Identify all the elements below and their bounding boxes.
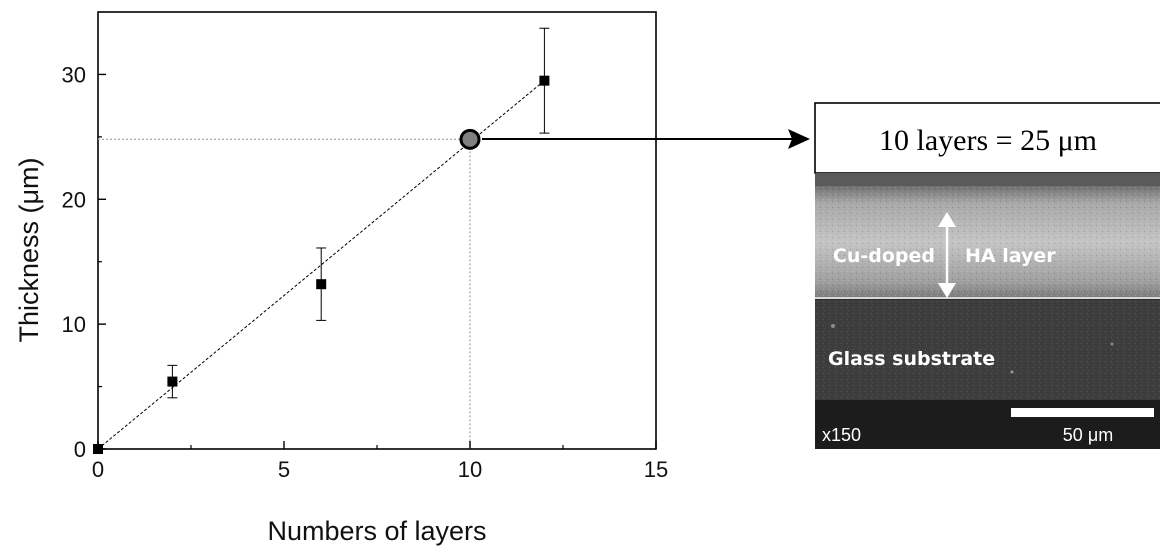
y-tick-label: 30 bbox=[62, 62, 86, 87]
substrate-label: Glass substrate bbox=[828, 348, 995, 370]
magnification-label: x150 bbox=[822, 425, 861, 445]
x-axis-ticks: 0 5 10 15 bbox=[92, 441, 668, 482]
callout-box bbox=[814, 102, 1160, 174]
data-point-marker bbox=[167, 376, 178, 387]
x-tick-label: 5 bbox=[278, 457, 290, 482]
x-tick-label: 0 bbox=[92, 457, 104, 482]
y-tick-label: 0 bbox=[74, 437, 86, 462]
highlight-point-marker bbox=[459, 128, 481, 150]
scale-bar-label: 50 μm bbox=[1063, 425, 1113, 445]
highlight-point-group bbox=[459, 128, 481, 150]
y-tick-label: 10 bbox=[62, 312, 86, 337]
scale-bar bbox=[1011, 408, 1154, 417]
x-axis-label: Numbers of layers bbox=[267, 516, 486, 546]
x-tick-label: 15 bbox=[644, 457, 668, 482]
y-tick-label: 20 bbox=[62, 187, 86, 212]
error-bars bbox=[167, 27, 550, 399]
callout-label: 10 layers = 25 μm bbox=[879, 124, 1097, 157]
data-point-marker bbox=[316, 279, 327, 290]
y-axis-ticks: 0 10 20 30 bbox=[62, 62, 106, 462]
highlight-guides bbox=[98, 138, 471, 449]
ha-layer-label-left: Cu-doped bbox=[833, 245, 935, 267]
sem-micrograph: Cu-doped HA layer Glass substrate x150 5… bbox=[815, 173, 1160, 449]
ha-layer-label-right: HA layer bbox=[965, 245, 1056, 267]
x-tick-label: 10 bbox=[458, 457, 482, 482]
y-axis-label: Thickness (μm) bbox=[14, 157, 44, 342]
plot-frame bbox=[97, 11, 657, 450]
thickness-chart: 0 5 10 15 0 10 20 30 Numbers of layers Thickne… bbox=[14, 11, 668, 546]
data-point-marker bbox=[539, 75, 550, 86]
callout-arrow-head bbox=[788, 129, 810, 149]
